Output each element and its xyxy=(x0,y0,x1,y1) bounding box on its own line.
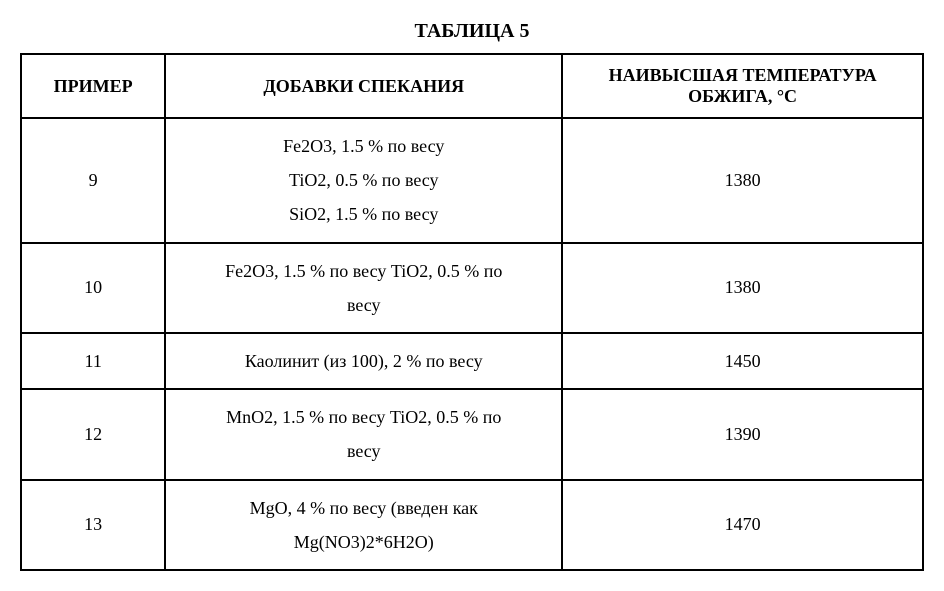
col-header-example: ПРИМЕР xyxy=(21,54,165,118)
cell-additives: Каолинит (из 100), 2 % по весу xyxy=(165,333,562,389)
cell-example: 9 xyxy=(21,118,165,243)
cell-additives: Fe2O3, 1.5 % по весуTiO2, 0.5 % по весуS… xyxy=(165,118,562,243)
table-header-row: ПРИМЕР ДОБАВКИ СПЕКАНИЯ НАИВЫСШАЯ ТЕМПЕР… xyxy=(21,54,923,118)
table-row: 10 Fe2O3, 1.5 % по весу TiO2, 0.5 % пове… xyxy=(21,243,923,333)
table-title: ТАБЛИЦА 5 xyxy=(20,20,924,43)
cell-example: 13 xyxy=(21,480,165,570)
data-table: ПРИМЕР ДОБАВКИ СПЕКАНИЯ НАИВЫСШАЯ ТЕМПЕР… xyxy=(20,53,924,571)
cell-temperature: 1450 xyxy=(562,333,923,389)
table-row: 11 Каолинит (из 100), 2 % по весу 1450 xyxy=(21,333,923,389)
cell-temperature: 1470 xyxy=(562,480,923,570)
table-row: 13 MgO, 4 % по весу (введен какMg(NO3)2*… xyxy=(21,480,923,570)
cell-additives: MnO2, 1.5 % по весу TiO2, 0.5 % повесу xyxy=(165,389,562,479)
cell-temperature: 1380 xyxy=(562,118,923,243)
cell-temperature: 1390 xyxy=(562,389,923,479)
col-header-additives: ДОБАВКИ СПЕКАНИЯ xyxy=(165,54,562,118)
col-header-temperature: НАИВЫСШАЯ ТЕМПЕРАТУРА ОБЖИГА, °C xyxy=(562,54,923,118)
table-row: 9 Fe2O3, 1.5 % по весуTiO2, 0.5 % по вес… xyxy=(21,118,923,243)
cell-example: 12 xyxy=(21,389,165,479)
cell-example: 10 xyxy=(21,243,165,333)
cell-additives: MgO, 4 % по весу (введен какMg(NO3)2*6H2… xyxy=(165,480,562,570)
cell-example: 11 xyxy=(21,333,165,389)
cell-temperature: 1380 xyxy=(562,243,923,333)
table-row: 12 MnO2, 1.5 % по весу TiO2, 0.5 % повес… xyxy=(21,389,923,479)
table-body: 9 Fe2O3, 1.5 % по весуTiO2, 0.5 % по вес… xyxy=(21,118,923,570)
cell-additives: Fe2O3, 1.5 % по весу TiO2, 0.5 % повесу xyxy=(165,243,562,333)
